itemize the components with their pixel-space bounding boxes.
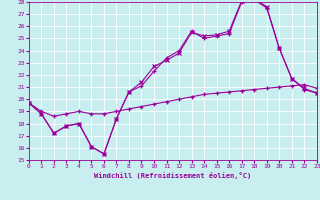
X-axis label: Windchill (Refroidissement éolien,°C): Windchill (Refroidissement éolien,°C) (94, 172, 252, 179)
